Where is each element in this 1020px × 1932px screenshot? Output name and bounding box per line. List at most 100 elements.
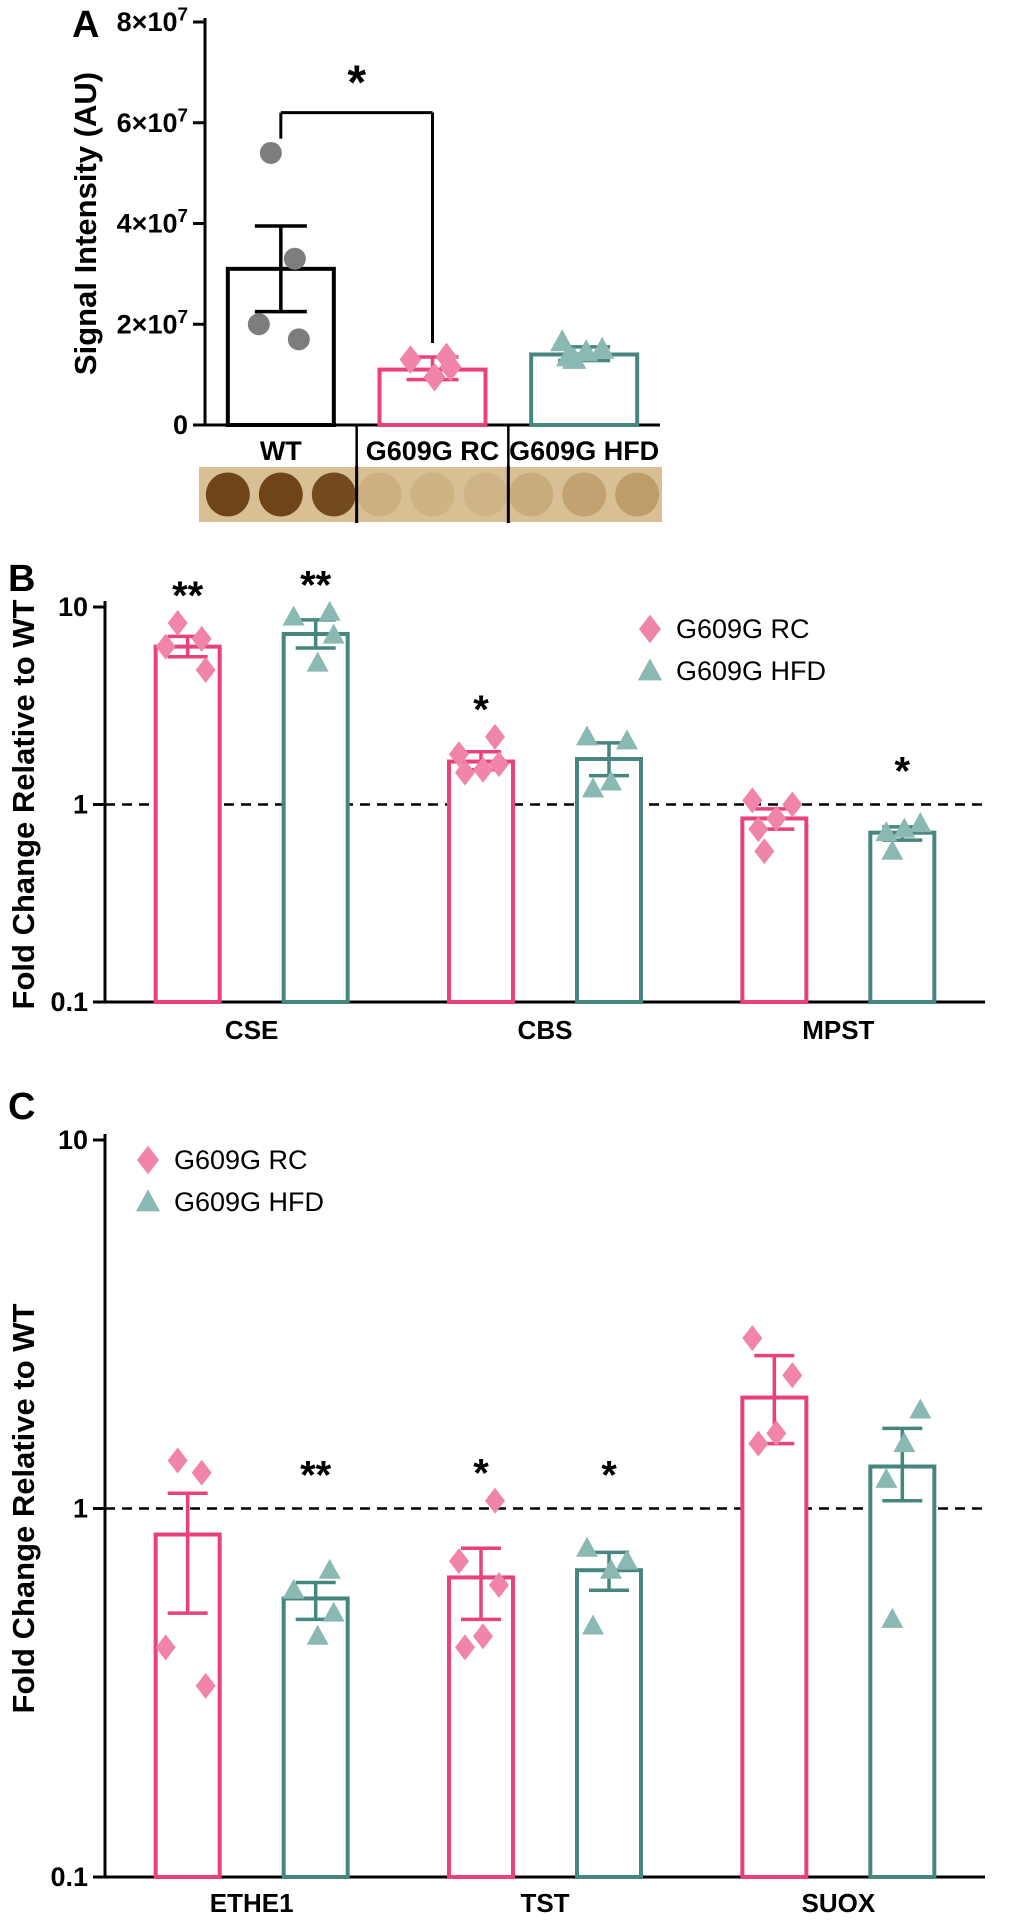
legend-marker-triangle xyxy=(637,658,663,681)
legend-marker-triangle xyxy=(135,1189,161,1212)
svg-text:1: 1 xyxy=(73,790,88,820)
data-point xyxy=(582,777,604,798)
data-point xyxy=(473,756,493,783)
bar-CSE-G609G-HFD xyxy=(281,631,350,1004)
y-axis-title: Fold Change Relative to WT xyxy=(6,1303,41,1713)
data-point xyxy=(576,725,598,746)
significance-star: ** xyxy=(172,574,204,618)
panel-c-chart: 10 1 0.1 Fold Change Relative to WT ETHE1 TST… xyxy=(6,1125,985,1918)
data-point xyxy=(576,1536,598,1557)
data-point xyxy=(616,729,638,750)
data-point xyxy=(909,1398,932,1419)
data-point xyxy=(423,362,446,392)
data-point xyxy=(485,1487,505,1514)
data-point xyxy=(893,1432,916,1453)
data-point xyxy=(191,1459,212,1486)
data-point xyxy=(893,817,916,838)
x-tick-label: MPST xyxy=(802,1015,874,1045)
blot-dot xyxy=(258,472,303,517)
data-point xyxy=(600,1558,622,1579)
legend: G609G RC G609G HFD xyxy=(637,614,826,686)
svg-text:10: 10 xyxy=(58,1125,88,1155)
panel-a-label: A xyxy=(72,4,100,46)
significance-star: * xyxy=(601,1454,617,1498)
data-point xyxy=(195,656,216,683)
svg-text:8×107: 8×107 xyxy=(117,5,188,37)
blot-dot xyxy=(205,472,250,517)
data-point xyxy=(259,141,282,164)
bar-ETHE1-G609G-HFD xyxy=(281,1596,350,1880)
panel-b-label: B xyxy=(8,558,36,600)
bar-CSE-G609G-RC xyxy=(153,644,222,1004)
data-point xyxy=(155,633,176,660)
legend-label: G609G RC xyxy=(676,614,810,644)
blot-dot xyxy=(615,472,660,517)
data-point xyxy=(742,1325,763,1352)
data-point xyxy=(155,1634,176,1661)
data-point xyxy=(748,1430,769,1457)
data-point xyxy=(399,345,422,374)
legend-label: G609G RC xyxy=(174,1145,308,1175)
bar-SUOX-G609G-RC xyxy=(740,1395,809,1879)
significance-star: * xyxy=(895,750,911,794)
significance-star: ** xyxy=(300,563,332,607)
data-point xyxy=(322,623,345,644)
bar-MPST-G609G-RC xyxy=(740,816,809,1004)
data-point xyxy=(590,336,615,359)
data-point xyxy=(881,839,904,860)
significance-star: ** xyxy=(300,1454,332,1498)
y-axis: 0 2×107 4×107 6×107 8×107 xyxy=(117,5,205,440)
data-point xyxy=(881,1607,904,1628)
data-point xyxy=(191,625,212,652)
bar-CBS-G609G-RC xyxy=(447,759,515,1004)
blot-dot xyxy=(311,472,356,517)
data-point xyxy=(167,609,188,636)
data-point xyxy=(489,1572,509,1599)
panel-c-plot: 10 1 0.1 Fold Change Relative to WT ETHE1 TST… xyxy=(6,1125,985,1918)
data-point xyxy=(473,1623,493,1650)
data-point xyxy=(449,1548,469,1575)
data-point xyxy=(748,816,769,843)
panel-a-plot: 0 2×107 4×107 6×107 8×107 Signal Intensity (A… xyxy=(68,5,662,523)
data-point xyxy=(449,741,469,768)
data-point xyxy=(455,1634,475,1661)
data-point xyxy=(562,346,587,369)
data-point xyxy=(247,313,270,336)
bar-TST-G609G-HFD xyxy=(575,1568,643,1879)
y-axis: 10 1 0.1 xyxy=(50,592,105,1017)
y-axis-title: Fold Change Relative to WT xyxy=(6,599,41,1009)
blot-dot xyxy=(509,472,554,517)
blot-dot xyxy=(562,472,607,517)
data-point xyxy=(195,1672,216,1699)
data-point xyxy=(754,838,775,865)
bar-TST-G609G-RC xyxy=(447,1575,515,1879)
data-point xyxy=(455,759,475,786)
data-point xyxy=(322,1601,345,1622)
data-point xyxy=(318,600,341,621)
x-tick-label: CBS xyxy=(518,1015,573,1045)
data-point xyxy=(582,1614,604,1635)
data-point xyxy=(485,723,505,750)
blot-dot xyxy=(410,472,455,517)
data-point xyxy=(435,342,458,372)
data-point xyxy=(616,1549,638,1570)
data-point xyxy=(875,821,898,842)
data-point xyxy=(742,787,763,814)
data-point xyxy=(282,605,305,626)
dot-blot xyxy=(199,466,662,523)
data-point xyxy=(574,339,599,362)
significance-star: * xyxy=(473,688,489,732)
svg-text:1: 1 xyxy=(73,1494,88,1524)
data-point xyxy=(600,770,622,791)
x-tick-label: TST xyxy=(520,1888,569,1918)
svg-text:6×107: 6×107 xyxy=(117,105,188,137)
panel-b-plot: 10 1 0.1 Fold Change Relative to WT CSE CBS MP… xyxy=(6,563,985,1045)
panel-c-label: C xyxy=(8,1086,36,1128)
x-tick-label: ETHE1 xyxy=(210,1888,294,1918)
svg-text:0.1: 0.1 xyxy=(50,1862,88,1892)
data-point xyxy=(875,1467,898,1488)
significance-star: * xyxy=(347,57,366,110)
data-point xyxy=(283,247,306,270)
data-point xyxy=(282,1578,305,1599)
svg-text:0.1: 0.1 xyxy=(50,987,88,1017)
